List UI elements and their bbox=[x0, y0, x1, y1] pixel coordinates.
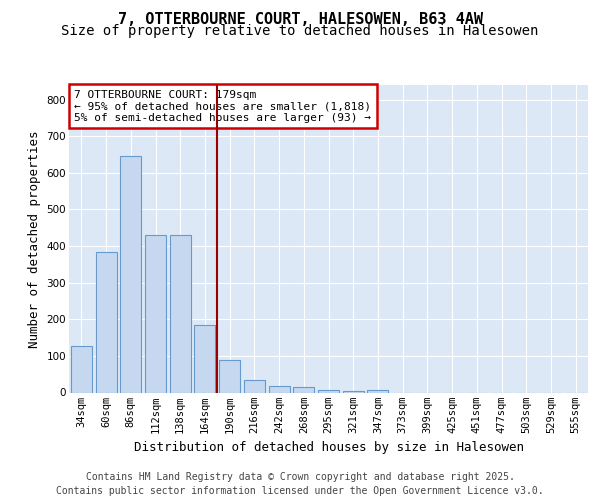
Bar bbox=[71, 346, 92, 393]
Bar bbox=[367, 390, 388, 392]
Bar bbox=[244, 380, 265, 392]
Bar bbox=[293, 387, 314, 392]
Text: 7 OTTERBOURNE COURT: 179sqm
← 95% of detached houses are smaller (1,818)
5% of s: 7 OTTERBOURNE COURT: 179sqm ← 95% of det… bbox=[74, 90, 371, 123]
Bar bbox=[219, 360, 240, 392]
Bar bbox=[343, 390, 364, 392]
Bar bbox=[318, 390, 339, 392]
Text: 7, OTTERBOURNE COURT, HALESOWEN, B63 4AW: 7, OTTERBOURNE COURT, HALESOWEN, B63 4AW bbox=[118, 12, 482, 28]
X-axis label: Distribution of detached houses by size in Halesowen: Distribution of detached houses by size … bbox=[133, 441, 523, 454]
Bar bbox=[170, 235, 191, 392]
Y-axis label: Number of detached properties: Number of detached properties bbox=[28, 130, 41, 348]
Bar bbox=[194, 325, 215, 392]
Bar bbox=[269, 386, 290, 392]
Bar bbox=[95, 252, 116, 392]
Text: Size of property relative to detached houses in Halesowen: Size of property relative to detached ho… bbox=[61, 24, 539, 38]
Bar bbox=[145, 235, 166, 392]
Bar bbox=[120, 156, 141, 392]
Text: Contains HM Land Registry data © Crown copyright and database right 2025.
Contai: Contains HM Land Registry data © Crown c… bbox=[56, 472, 544, 496]
